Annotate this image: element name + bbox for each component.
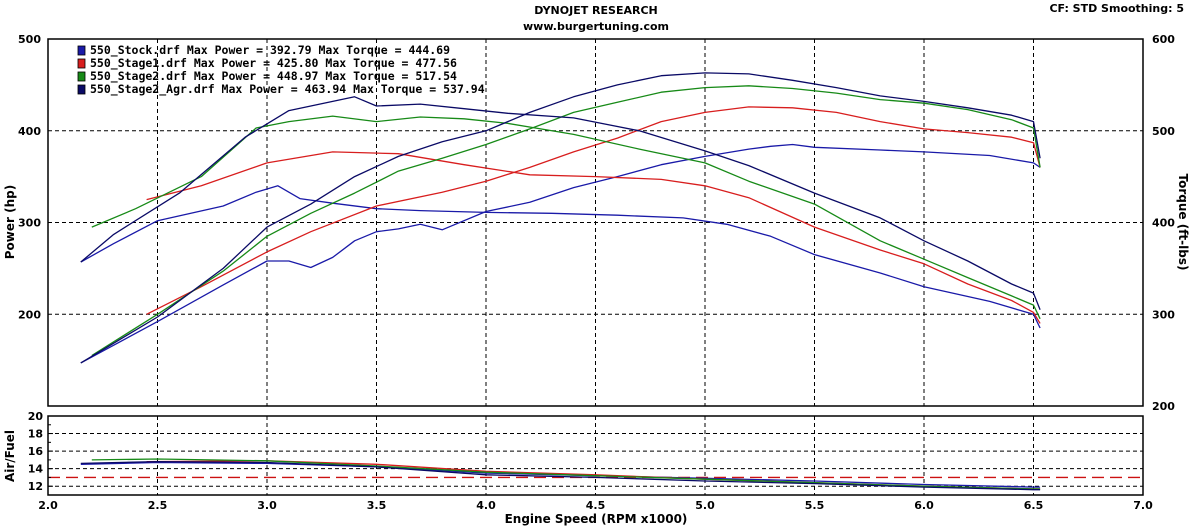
power-axis-label: Power (hp) — [3, 185, 17, 259]
rpm-tick-label: 4.0 — [476, 499, 496, 512]
chart-title: DYNOJET RESEARCH — [534, 4, 657, 17]
afr-series-line-stage2 — [91, 458, 1041, 490]
series-line-stage1-torque — [146, 151, 1041, 324]
afr-tick-label: 18 — [28, 428, 43, 441]
series-line-stage2-power — [91, 85, 1041, 357]
torque-tick-label: 200 — [1152, 400, 1175, 413]
afr-plot-series — [80, 458, 1041, 491]
legend: 550_Stock.drf Max Power = 392.79 Max Tor… — [77, 43, 485, 97]
afr-axis-ticks: 20 18 16 14 12 — [28, 410, 53, 496]
rpm-tick-label: 4.5 — [586, 499, 606, 512]
power-tick-label: 300 — [18, 217, 41, 230]
main-plot-frame — [47, 38, 1144, 407]
series-line-stage2_agr-power — [80, 72, 1041, 364]
main-plot-series — [80, 72, 1041, 364]
legend-swatch-stage1 — [77, 58, 86, 69]
afr-axis-label: Air/Fuel — [3, 430, 17, 482]
afr-series-line-stage2_agr — [80, 460, 1041, 491]
afr-tick-label: 20 — [28, 410, 44, 423]
rpm-tick-label: 6.0 — [914, 499, 934, 512]
rpm-tick-label: 7.0 — [1133, 499, 1153, 512]
torque-tick-label: 500 — [1152, 125, 1175, 138]
torque-axis-ticks: 600 500 400 300 200 — [1152, 33, 1175, 413]
legend-entry-stage2_agr: 550_Stage2_Agr.drf Max Power = 463.94 Ma… — [90, 82, 485, 97]
legend-entry-stock: 550_Stock.drf Max Power = 392.79 Max Tor… — [90, 43, 450, 58]
chart-website: www.burgertuning.com — [523, 20, 669, 33]
afr-plot-grid — [48, 416, 1143, 495]
series-line-stage2_agr-torque — [80, 96, 1041, 310]
correction-factor-label: CF: STD Smoothing: 5 — [1049, 2, 1184, 15]
legend-entry-stage2: 550_Stage2.drf Max Power = 448.97 Max To… — [90, 69, 457, 84]
power-tick-label: 400 — [18, 125, 41, 138]
legend-swatch-stock — [77, 45, 86, 56]
rpm-tick-label: 5.0 — [695, 499, 715, 512]
rpm-axis-ticks: 2.0 2.5 3.0 3.5 4.0 4.5 5.0 5.5 6.0 6.5 7.0 — [38, 499, 1153, 512]
rpm-tick-label: 2.0 — [38, 499, 58, 512]
rpm-tick-label: 6.5 — [1024, 499, 1044, 512]
power-tick-label: 500 — [18, 33, 41, 46]
power-tick-label: 200 — [18, 308, 41, 321]
series-line-stage1-power — [146, 106, 1041, 315]
series-line-stage2-torque — [91, 115, 1041, 320]
rpm-axis-label: Engine Speed (RPM x1000) — [505, 512, 688, 526]
series-line-stock-power — [80, 143, 1041, 364]
torque-tick-label: 300 — [1152, 308, 1175, 321]
rpm-tick-label: 2.5 — [148, 499, 168, 512]
series-line-stock-torque — [80, 185, 1041, 329]
torque-tick-label: 600 — [1152, 33, 1175, 46]
rpm-tick-label: 3.0 — [257, 499, 277, 512]
legend-swatch-stage2_agr — [77, 84, 86, 95]
afr-tick-label: 12 — [28, 480, 43, 493]
main-plot-grid — [48, 39, 1143, 406]
afr-tick-label: 14 — [28, 463, 44, 476]
afr-series-line-stage1 — [146, 460, 1041, 490]
afr-plot-frame — [47, 415, 1144, 496]
rpm-tick-label: 5.5 — [805, 499, 825, 512]
afr-tick-label: 16 — [28, 445, 44, 458]
torque-axis-label: Torque (ft-lbs) — [1176, 174, 1190, 271]
torque-tick-label: 400 — [1152, 217, 1175, 230]
legend-entry-stage1: 550_Stage1.drf Max Power = 425.80 Max To… — [90, 56, 457, 71]
rpm-tick-label: 3.5 — [367, 499, 387, 512]
legend-swatch-stage2 — [77, 71, 86, 82]
power-axis-ticks: 500 400 300 200 — [18, 33, 41, 321]
